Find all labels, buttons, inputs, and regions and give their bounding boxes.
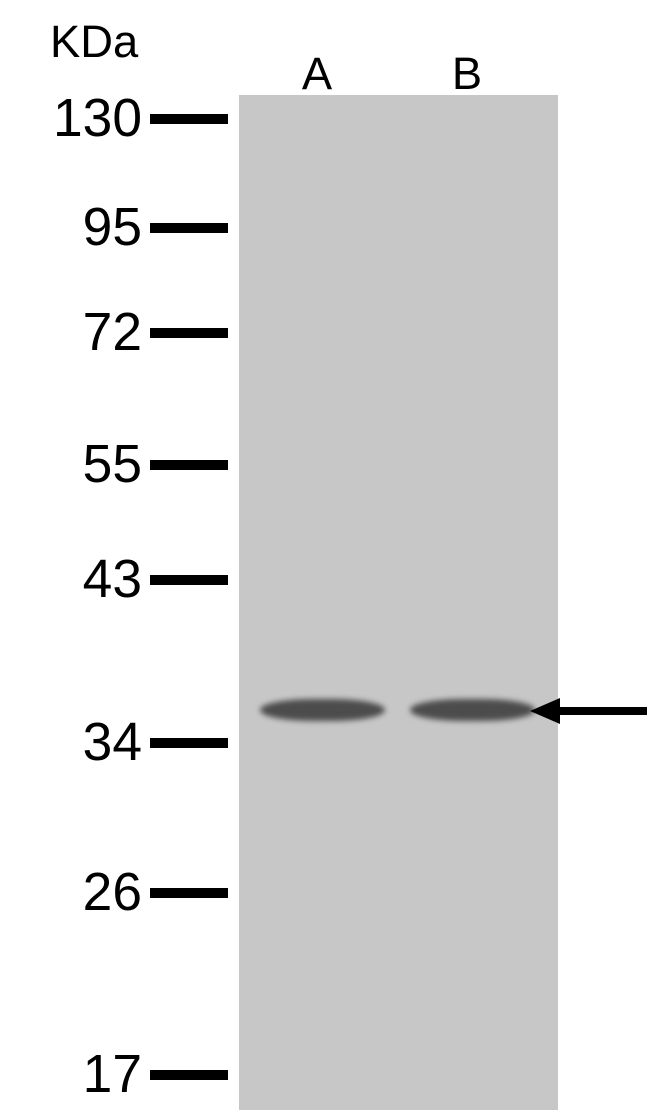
mw-tick-mark — [150, 575, 228, 585]
mw-tick-label: 34 — [0, 712, 142, 773]
mw-tick-label: 26 — [0, 862, 142, 923]
mw-tick-label: 95 — [0, 197, 142, 258]
western-blot-figure: KDa 130 95 72 55 43 34 26 17 A B — [0, 0, 650, 1118]
mw-tick-label: 72 — [0, 302, 142, 363]
axis-title-kda: KDa — [50, 16, 138, 68]
mw-tick-mark — [150, 223, 228, 233]
mw-tick-mark — [150, 738, 228, 748]
mw-tick-mark — [150, 114, 228, 124]
protein-band — [260, 699, 385, 721]
mw-tick-mark — [150, 328, 228, 338]
mw-tick-label: 55 — [0, 434, 142, 495]
lane-label: B — [437, 48, 497, 100]
lane-label: A — [287, 48, 347, 100]
mw-tick-label: 17 — [0, 1044, 142, 1105]
mw-tick-mark — [150, 888, 228, 898]
mw-tick-label: 43 — [0, 549, 142, 610]
blot-membrane — [239, 95, 558, 1110]
mw-tick-label: 130 — [0, 88, 142, 149]
target-band-arrow — [530, 696, 647, 726]
mw-tick-mark — [150, 1070, 228, 1080]
protein-band — [410, 699, 535, 721]
mw-tick-mark — [150, 460, 228, 470]
